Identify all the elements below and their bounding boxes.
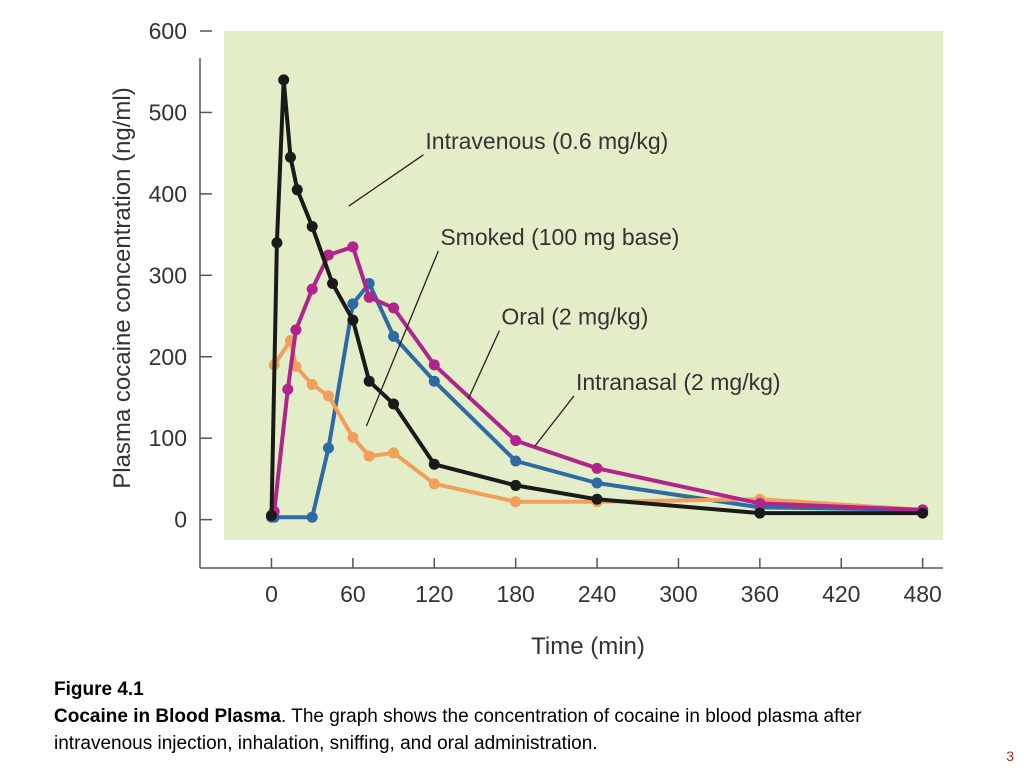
data-point [265,510,277,522]
x-tick-label: 0 [265,581,278,607]
data-point [388,330,400,342]
series-smoked [265,241,929,522]
data-point [322,390,334,402]
annotation-leader [534,395,575,447]
data-point [291,184,303,196]
y-tick-label: 300 [149,262,187,288]
y-tick-label: 200 [149,344,187,370]
data-point [306,220,318,232]
data-point [591,477,603,489]
data-point [306,511,318,523]
annotation-leader [348,154,424,207]
figure-number: Figure 4.1 [54,679,144,700]
data-point [510,435,522,447]
figure-description: Cocaine in Blood Plasma. The graph shows… [54,703,954,757]
data-point [284,151,296,163]
x-axis-title: Time (min) [531,633,645,660]
data-point [282,383,294,395]
x-tick-label: 480 [903,581,941,607]
plot-background [224,31,943,540]
data-point [327,277,339,289]
y-tick-label: 400 [149,181,187,207]
annotation-label: Oral (2 mg/kg) [501,304,648,330]
series-intravenous [265,74,929,522]
data-point [388,447,400,459]
data-point [363,450,375,462]
data-point [510,455,522,467]
data-point [388,398,400,410]
figure-caption: Figure 4.1 Cocaine in Blood Plasma. The … [54,676,954,757]
x-tick-label: 180 [496,581,534,607]
data-point [306,378,318,390]
data-point [347,298,359,310]
y-tick-label: 600 [149,18,187,44]
data-point [428,375,440,387]
data-point [591,462,603,474]
data-point [754,497,766,509]
x-tick-label: 420 [822,581,860,607]
data-point [347,241,359,253]
y-tick-label: 100 [149,425,187,451]
y-tick-label: 0 [174,507,187,533]
annotation-leader [467,330,500,400]
data-point [428,359,440,371]
data-point [306,283,318,295]
x-tick-label: 120 [415,581,453,607]
series-layer [265,74,929,523]
data-point [510,479,522,491]
data-point [347,431,359,443]
data-point [363,375,375,387]
data-point [322,442,334,454]
data-point [363,291,375,303]
data-point [428,478,440,490]
y-axis-title: Plasma cocaine concentration (ng/ml) [109,87,136,489]
data-point [278,74,290,86]
data-point [591,493,603,505]
annotation-label: Intranasal (2 mg/kg) [576,369,781,395]
data-point [917,507,929,519]
annotation-leader [365,250,439,427]
x-tick-label: 60 [340,581,366,607]
x-tick-label: 300 [659,581,697,607]
x-tick-label: 360 [741,581,779,607]
figure-text: . The graph shows the concentration of c… [54,706,862,754]
series-line [269,281,925,520]
data-point [290,324,302,336]
annotation-label: Smoked (100 mg base) [440,224,679,250]
data-point [347,314,359,326]
series-line [269,244,925,518]
data-point [754,507,766,519]
page-number: 3 [1006,748,1014,764]
data-point [271,237,283,249]
data-point [322,249,334,261]
data-point [510,496,522,508]
y-tick-label: 500 [149,99,187,125]
annotation-label: Intravenous (0.6 mg/kg) [425,128,668,154]
axes: 0 100 200 300 400 500 600 0 60 120 180 240 300 360 420… [149,18,943,607]
figure-title: Cocaine in Blood Plasma [54,706,281,727]
data-point [388,302,400,314]
x-tick-label: 240 [578,581,616,607]
annotation-layer: Intravenous (0.6 mg/kg) Smoked (100 mg ba… [348,128,781,447]
cocaine-plasma-chart: 0 100 200 300 400 500 600 0 60 120 180 240 300 360 420… [109,18,943,660]
data-point [428,458,440,470]
